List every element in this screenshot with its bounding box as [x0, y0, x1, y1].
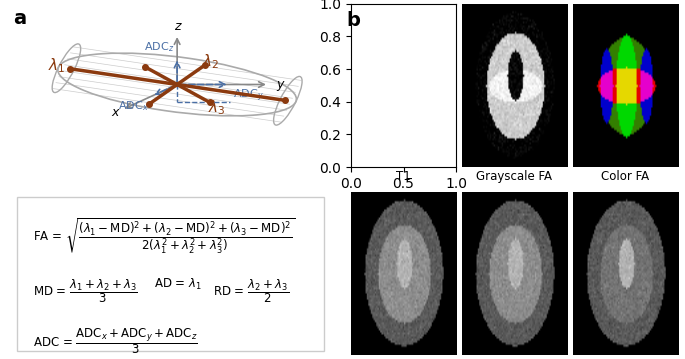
Text: $\mathrm{ADC}_z$: $\mathrm{ADC}_z$: [144, 40, 174, 54]
Text: $\lambda_2$: $\lambda_2$: [202, 52, 219, 71]
Text: y: y: [276, 78, 284, 91]
X-axis label: MD: MD: [394, 358, 413, 359]
X-axis label: RD: RD: [616, 358, 634, 359]
X-axis label: Color FA: Color FA: [601, 170, 649, 183]
X-axis label: T1: T1: [396, 170, 411, 183]
Text: FA = $\sqrt{\dfrac{(\lambda_1 - \mathrm{MD})^2 + (\lambda_2 - \mathrm{MD})^2 + (: FA = $\sqrt{\dfrac{(\lambda_1 - \mathrm{…: [33, 216, 295, 256]
Text: x: x: [112, 106, 119, 119]
FancyBboxPatch shape: [16, 197, 325, 350]
Text: MD = $\dfrac{\lambda_1 + \lambda_2 + \lambda_3}{3}$: MD = $\dfrac{\lambda_1 + \lambda_2 + \la…: [33, 277, 138, 305]
Text: $\mathrm{ADC}_x$: $\mathrm{ADC}_x$: [118, 99, 149, 113]
Text: z: z: [174, 20, 180, 33]
X-axis label: AD: AD: [506, 358, 523, 359]
Text: a: a: [14, 9, 27, 28]
Text: $\lambda_1$: $\lambda_1$: [48, 56, 65, 75]
Text: $\lambda_3$: $\lambda_3$: [208, 98, 225, 117]
Text: AD = $\lambda_1$: AD = $\lambda_1$: [154, 277, 202, 292]
X-axis label: Grayscale FA: Grayscale FA: [477, 170, 552, 183]
Text: RD = $\dfrac{\lambda_2 + \lambda_3}{2}$: RD = $\dfrac{\lambda_2 + \lambda_3}{2}$: [213, 277, 289, 305]
Text: ADC = $\dfrac{\mathrm{ADC}_x + \mathrm{ADC}_y + \mathrm{ADC}_z}{3}$: ADC = $\dfrac{\mathrm{ADC}_x + \mathrm{A…: [33, 326, 198, 356]
Text: $\mathrm{ADC}_y$: $\mathrm{ADC}_y$: [233, 88, 264, 104]
Text: b: b: [346, 11, 360, 30]
